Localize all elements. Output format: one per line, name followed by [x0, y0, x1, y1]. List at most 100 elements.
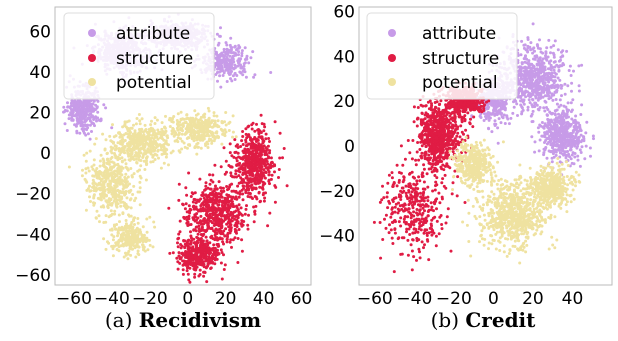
data-point-attribute: [529, 41, 533, 45]
data-point-potential: [101, 132, 105, 136]
data-point-potential: [165, 152, 169, 156]
data-point-structure: [171, 251, 175, 255]
data-point-structure: [243, 166, 247, 170]
data-point-potential: [96, 187, 100, 191]
legend-label-structure: structure: [116, 49, 193, 69]
data-point-structure: [228, 142, 232, 146]
data-point-attribute: [217, 56, 221, 60]
data-point-structure: [206, 250, 210, 254]
data-point-potential: [130, 126, 134, 130]
data-point-structure: [221, 186, 225, 190]
data-point-structure: [195, 235, 199, 239]
data-point-structure: [208, 173, 212, 177]
data-point-potential: [120, 191, 124, 195]
x-tick-label: 60: [291, 289, 313, 309]
data-point-structure: [241, 157, 245, 161]
data-point-structure: [250, 138, 254, 142]
data-point-potential: [153, 116, 157, 120]
data-point-attribute: [95, 119, 98, 123]
data-point-potential: [133, 129, 137, 133]
data-point-structure: [195, 225, 199, 229]
data-point-attribute: [80, 104, 84, 108]
data-point-potential: [125, 185, 129, 189]
data-point-attribute: [86, 117, 90, 121]
data-point-attribute: [95, 106, 99, 110]
data-point-structure: [225, 237, 229, 241]
data-point-structure: [252, 220, 256, 224]
data-point-structure: [208, 219, 212, 223]
data-point-potential: [140, 117, 144, 121]
data-point-structure: [197, 199, 201, 203]
data-point-structure: [267, 173, 271, 177]
data-point-potential: [141, 155, 145, 158]
data-point-attribute: [237, 50, 241, 54]
data-point-potential: [114, 185, 118, 189]
data-point-structure: [189, 258, 193, 262]
data-point-structure: [258, 154, 262, 158]
data-point-potential: [112, 135, 116, 139]
data-point-structure: [245, 184, 249, 188]
data-point-structure: [213, 238, 217, 242]
data-point-potential: [83, 177, 87, 181]
data-point-attribute: [62, 110, 66, 114]
data-point-potential: [196, 112, 200, 116]
data-point-structure: [181, 263, 185, 267]
data-point-structure: [219, 218, 223, 221]
data-point-potential: [113, 209, 117, 213]
data-point-attribute: [563, 92, 567, 96]
data-point-attribute: [228, 58, 232, 62]
data-point-potential: [133, 199, 136, 203]
data-point-attribute: [79, 100, 82, 104]
data-point-attribute: [86, 126, 90, 130]
data-point-structure: [223, 196, 227, 200]
data-point-potential: [197, 130, 201, 134]
data-point-structure: [222, 146, 226, 150]
data-point-potential: [141, 240, 145, 244]
data-point-structure: [214, 254, 218, 257]
data-point-attribute: [552, 44, 556, 48]
data-point-attribute: [559, 86, 563, 90]
data-point-potential: [183, 145, 187, 149]
data-point-attribute: [233, 51, 237, 55]
data-point-structure: [209, 266, 213, 270]
data-point-attribute: [74, 113, 78, 117]
data-point-potential: [127, 242, 130, 246]
data-point-structure: [249, 184, 253, 188]
data-point-potential: [125, 180, 129, 184]
data-point-potential: [110, 155, 114, 159]
data-point-potential: [152, 129, 156, 133]
data-point-potential: [138, 131, 142, 134]
data-point-structure: [217, 200, 221, 203]
data-point-potential: [143, 123, 147, 127]
x-tick-label: 0: [182, 289, 193, 309]
data-point-potential: [105, 199, 109, 203]
data-point-potential: [146, 248, 150, 252]
data-point-potential: [212, 111, 216, 115]
data-point-potential: [92, 201, 95, 205]
data-point-potential: [137, 245, 141, 249]
data-point-potential: [207, 123, 211, 127]
data-point-structure: [235, 163, 239, 167]
data-point-potential: [130, 240, 134, 244]
data-point-attribute: [230, 62, 234, 65]
data-point-potential: [124, 132, 128, 135]
data-point-potential: [95, 167, 99, 170]
data-point-structure: [234, 172, 238, 176]
data-point-potential: [194, 117, 198, 121]
y-tick-label: 60: [29, 22, 51, 42]
data-point-attribute: [243, 46, 247, 50]
data-point-structure: [179, 246, 183, 250]
data-point-structure: [244, 172, 247, 176]
data-point-potential: [124, 177, 128, 181]
data-point-structure: [222, 268, 226, 271]
data-point-potential: [206, 146, 210, 149]
data-point-structure: [226, 196, 230, 200]
data-point-structure: [258, 160, 262, 164]
data-point-potential: [111, 123, 114, 127]
data-point-attribute: [519, 99, 522, 103]
data-point-structure: [250, 169, 254, 173]
data-point-potential: [113, 163, 117, 167]
data-point-potential: [215, 131, 219, 135]
data-point-structure: [211, 193, 214, 197]
